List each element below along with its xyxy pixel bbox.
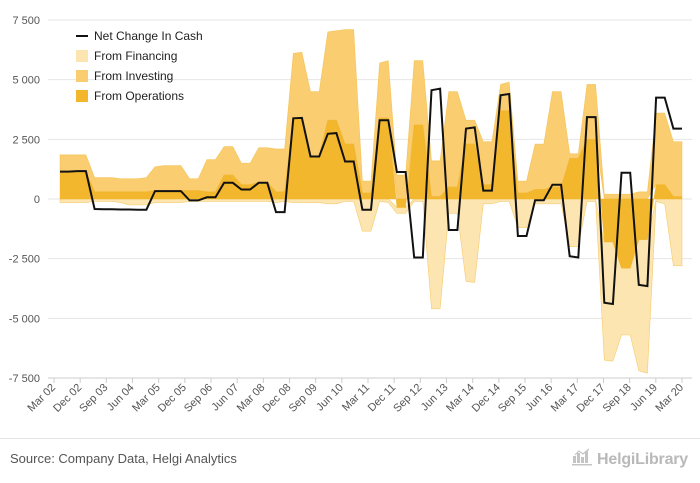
area-from-operations — [59, 110, 683, 269]
x-tick-label: Dec 17 — [574, 382, 607, 415]
legend-box-swatch — [76, 70, 88, 82]
x-tick-label: Sep 06 — [182, 382, 215, 415]
brand-logo: HelgiLibrary — [571, 448, 688, 471]
x-tick-label: Sep 09 — [287, 382, 320, 415]
x-tick-label: Sep 18 — [601, 382, 634, 415]
brand-name: HelgiLibrary — [597, 450, 688, 468]
legend-label: From Investing — [94, 69, 173, 83]
y-tick-label: 5 000 — [12, 75, 40, 87]
library-icon — [571, 448, 593, 471]
x-tick-label: Sep 03 — [77, 382, 110, 415]
x-tick-label: Dec 02 — [51, 382, 84, 415]
legend-label: From Operations — [94, 89, 184, 103]
legend-label: From Financing — [94, 49, 177, 63]
legend-box-swatch — [76, 50, 88, 62]
area-from-financing — [59, 198, 683, 374]
y-tick-label: 2 500 — [12, 134, 40, 146]
footer-divider — [0, 438, 700, 439]
x-tick-label: Mar 11 — [340, 382, 372, 414]
x-tick-label: Dec 14 — [470, 382, 503, 415]
legend-box-swatch — [76, 90, 88, 102]
x-tick-label: Sep 12 — [391, 382, 424, 415]
source-note: Source: Company Data, Helgi Analytics — [10, 451, 237, 466]
line-net-change-in-cash — [60, 87, 682, 306]
y-tick-label: -2 500 — [9, 254, 40, 266]
x-tick-label: Sep 15 — [496, 382, 529, 415]
y-tick-label: 7 500 — [12, 15, 40, 27]
legend-label: Net Change In Cash — [94, 29, 203, 43]
x-tick-label: Jun 10 — [314, 382, 346, 414]
x-tick-label: Dec 08 — [260, 382, 293, 415]
y-tick-label: -5 000 — [9, 313, 40, 325]
x-tick-label: Dec 05 — [156, 382, 189, 415]
y-tick-label: 0 — [34, 194, 40, 206]
x-tick-label: Mar 20 — [653, 382, 686, 415]
y-tick-label: -7 500 — [9, 373, 40, 385]
